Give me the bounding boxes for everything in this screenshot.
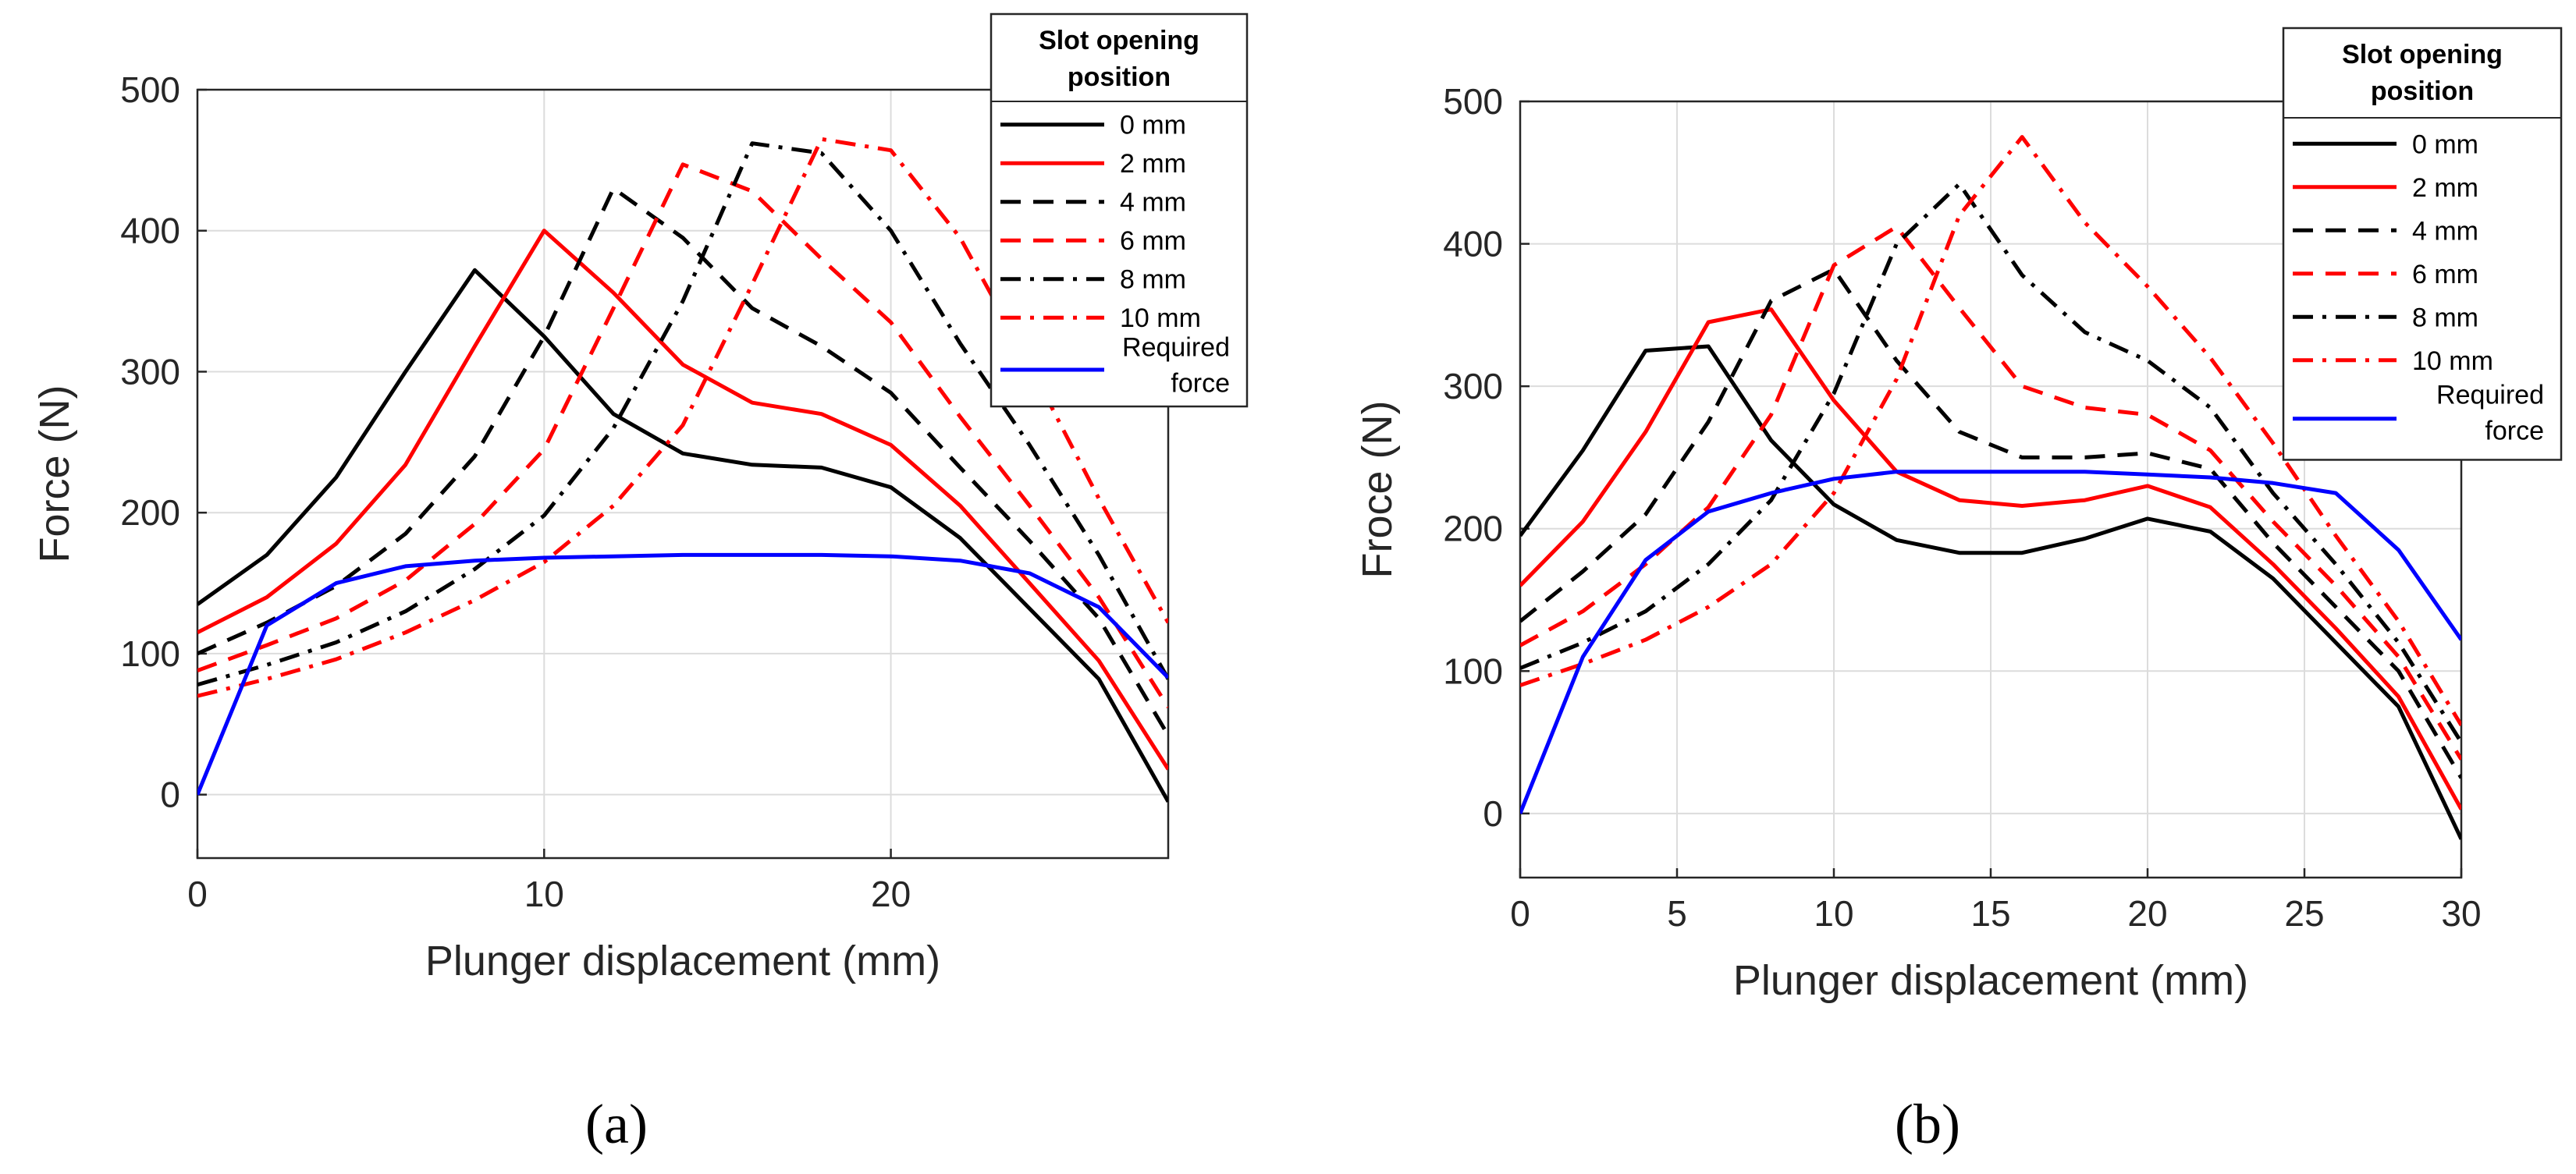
y-axis-label: Froce (N) <box>1354 401 1401 579</box>
legend-label: 8 mm <box>1120 265 1186 295</box>
legend-box <box>2282 27 2563 461</box>
y-tick-label: 100 <box>120 633 180 674</box>
series-line-0-mm <box>197 268 1168 803</box>
legend-label: Required <box>1122 333 1230 363</box>
legend-label: 10 mm <box>1120 303 1201 333</box>
series-line-4-mm <box>197 186 1168 737</box>
legend-label: 6 mm <box>2412 260 2478 289</box>
legend-label: 8 mm <box>2412 303 2478 332</box>
x-tick-label: 0 <box>187 874 208 914</box>
x-tick-label: 15 <box>1970 893 2010 934</box>
x-tick-label: 20 <box>871 874 911 914</box>
legend-title: Slot opening <box>1039 26 1199 55</box>
legend-label: 4 mm <box>2412 216 2478 246</box>
series-line-required-force <box>197 552 1168 796</box>
x-tick-label: 30 <box>2441 893 2481 934</box>
legend-label: 4 mm <box>1120 188 1186 218</box>
series-line-6-mm <box>1520 225 2461 761</box>
y-tick-label: 0 <box>160 775 180 815</box>
series-line-2-mm <box>1520 307 2461 810</box>
x-tick-label: 0 <box>1510 893 1530 934</box>
x-tick-label: 10 <box>524 874 564 914</box>
series-line-2-mm <box>197 229 1168 771</box>
legend-label: 0 mm <box>1120 111 1186 140</box>
y-tick-label: 300 <box>1443 366 1503 406</box>
legend-label: force <box>2485 416 2544 445</box>
x-axis-label: Plunger displacement (mm) <box>425 938 940 984</box>
legend: Slot opening position 0 mm 2 mm 4 mm 6 mm 8 mm… <box>2282 27 2563 461</box>
legend-label: 2 mm <box>2412 173 2478 203</box>
y-tick-label: 100 <box>1443 651 1503 691</box>
y-tick-label: 500 <box>1443 81 1503 122</box>
legend-label: 0 mm <box>2412 129 2478 159</box>
series-line-0-mm <box>1520 344 2461 840</box>
legend-label: force <box>1171 369 1230 399</box>
legend: Slot opening position 0 mm 2 mm 4 mm 6 mm 8 mm… <box>990 12 1249 408</box>
panel-label: (a) <box>585 1093 648 1155</box>
legend-box <box>990 12 1249 408</box>
panel-label: (b) <box>1895 1093 1960 1155</box>
y-tick-label: 500 <box>120 69 180 110</box>
y-axis-label: Force (N) <box>31 385 78 563</box>
legend-title: position <box>1068 62 1171 92</box>
legend-label: 10 mm <box>2412 346 2493 376</box>
series-line-6-mm <box>197 162 1168 708</box>
y-tick-label: 200 <box>1443 509 1503 549</box>
legend-label: 2 mm <box>1120 149 1186 179</box>
x-tick-label: 20 <box>2127 893 2167 934</box>
y-tick-label: 400 <box>120 211 180 251</box>
series-line-8-mm <box>197 141 1168 687</box>
series-line-8-mm <box>1520 182 2461 743</box>
y-tick-label: 400 <box>1443 224 1503 264</box>
y-tick-label: 300 <box>120 351 180 392</box>
x-axis-label: Plunger displacement (mm) <box>1733 957 2248 1004</box>
y-tick-label: 0 <box>1483 793 1503 834</box>
legend-title: Slot opening <box>2342 40 2503 69</box>
x-tick-label: 5 <box>1667 893 1687 934</box>
legend-label: Required <box>2436 380 2544 410</box>
series-line-4-mm <box>1520 267 2461 779</box>
x-tick-label: 10 <box>1814 893 1853 934</box>
plot-area-frame <box>196 88 1170 860</box>
legend-title: position <box>2371 76 2474 106</box>
y-tick-label: 200 <box>120 492 180 533</box>
series-line-required-force <box>1520 470 2461 814</box>
series-group <box>1520 135 2461 840</box>
x-tick-label: 25 <box>2284 893 2324 934</box>
legend-label: 6 mm <box>1120 226 1186 256</box>
